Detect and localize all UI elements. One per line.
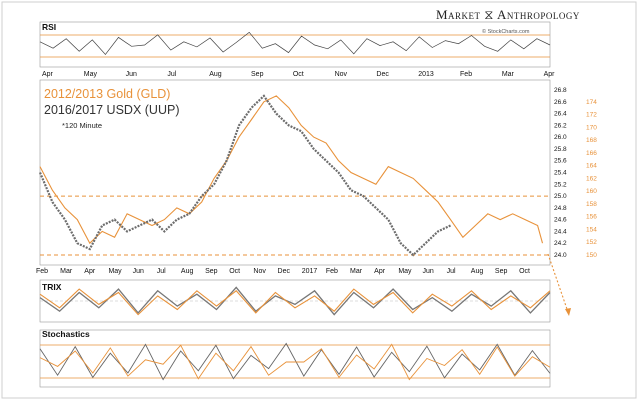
- gold-tick-label: 152: [586, 239, 597, 246]
- trix-series-gray: [39, 286, 551, 316]
- bottom-month-label: Aug: [181, 268, 194, 275]
- bottom-month-label: Nov: [253, 268, 266, 275]
- gold-tick-label: 160: [586, 188, 597, 195]
- usd-legend: 2016/2017 USDX (UUP): [44, 103, 179, 117]
- bottom-month-label: May: [108, 268, 122, 275]
- top-month-label: Apr: [544, 71, 556, 78]
- bottom-month-label: Apr: [374, 268, 386, 275]
- stoch-label: Stochastics: [42, 329, 90, 339]
- gold-tick-label: 162: [586, 175, 597, 182]
- rsi-series: [39, 31, 551, 56]
- usd-tick-label: 24.0: [554, 252, 567, 259]
- stockcharts-credit: © StockCharts.com: [482, 28, 530, 35]
- bottom-month-label: Oct: [229, 268, 240, 275]
- gold-tick-label: 172: [586, 112, 597, 119]
- bottom-month-label: May: [398, 268, 412, 275]
- top-month-label: Oct: [293, 71, 304, 78]
- top-month-label: Nov: [335, 71, 348, 78]
- bottom-month-label: Feb: [36, 268, 48, 275]
- bottom-month-label: Feb: [326, 268, 338, 275]
- bottom-month-label: Sep: [205, 268, 218, 275]
- gold-tick-label: 150: [586, 252, 597, 259]
- gold-series-line: [39, 95, 544, 245]
- rsi-label: RSI: [42, 22, 56, 32]
- usd-tick-label: 26.8: [554, 87, 567, 94]
- usd-tick-label: 24.8: [554, 205, 567, 212]
- usd-tick-label: 25.6: [554, 158, 567, 165]
- usd-tick-label: 26.4: [554, 111, 567, 118]
- top-month-label: Aug: [209, 71, 222, 78]
- gold-tick-label: 166: [586, 150, 597, 157]
- gold-legend: 2012/2013 Gold (GLD): [44, 87, 170, 101]
- interval-note: *120 Minute: [62, 121, 102, 130]
- usd-tick-label: 25.0: [554, 193, 567, 200]
- stoch-panel: [39, 329, 551, 388]
- projection-arrowhead: [565, 308, 571, 316]
- usd-tick-label: 24.6: [554, 217, 567, 224]
- usd-tick-label: 26.6: [554, 99, 567, 106]
- top-month-label: Apr: [42, 71, 54, 78]
- usd-tick-label: 25.2: [554, 181, 567, 188]
- stoch-series-orange: [39, 343, 551, 381]
- right-axis-gold: 150 152 154 156 158 160 162 164 166 168 170 172 174: [586, 99, 597, 259]
- bottom-month-label: Apr: [84, 268, 96, 275]
- top-month-label: Mar: [502, 71, 515, 78]
- usd-series-line: [38, 94, 451, 257]
- bottom-month-label: Jun: [422, 268, 433, 275]
- gold-tick-label: 156: [586, 214, 597, 221]
- bottom-month-label: Oct: [519, 268, 530, 275]
- right-axis-usd: 24.0 24.2 24.4 24.6 24.8 25.0 25.2 25.4 25.6 25.8…: [554, 87, 567, 259]
- usd-tick-label: 24.2: [554, 240, 567, 247]
- price-panel: [39, 79, 551, 266]
- gold-tick-label: 174: [586, 99, 597, 106]
- stoch-series-gray: [39, 342, 551, 381]
- gold-tick-label: 154: [586, 226, 597, 233]
- usd-tick-label: 25.4: [554, 170, 567, 177]
- bottom-month-label: Jul: [447, 268, 456, 275]
- bottom-month-axis: Feb Mar Apr May Jun Jul Aug Sep Oct Nov Dec 2017 Feb…: [36, 268, 530, 275]
- bottom-month-label: Jun: [133, 268, 144, 275]
- usd-tick-label: 25.8: [554, 146, 567, 153]
- trix-label: TRIX: [42, 282, 62, 292]
- gold-tick-label: 158: [586, 201, 597, 208]
- top-month-label: Feb: [460, 71, 472, 78]
- bottom-month-label: 2017: [302, 268, 318, 275]
- top-month-label: Dec: [376, 71, 389, 78]
- bottom-month-label: Jul: [157, 268, 166, 275]
- top-month-axis: Apr May Jun Jul Aug Sep Oct Nov Dec 2013 Feb Mar Apr: [42, 71, 555, 78]
- bottom-month-label: Aug: [471, 268, 484, 275]
- top-month-label: Sep: [251, 71, 264, 78]
- gold-tick-label: 168: [586, 137, 597, 144]
- top-month-label: Jun: [126, 71, 137, 78]
- usd-tick-label: 26.2: [554, 122, 567, 129]
- brand-title: Market ⧖ Anthropology: [436, 7, 580, 22]
- trix-series-orange: [39, 288, 551, 316]
- bottom-month-label: Mar: [60, 268, 73, 275]
- top-month-label: May: [84, 71, 98, 78]
- usd-tick-label: 26.0: [554, 134, 567, 141]
- top-month-label: Jul: [167, 71, 176, 78]
- usd-tick-label: 24.4: [554, 228, 567, 235]
- bottom-month-label: Dec: [278, 268, 291, 275]
- gold-tick-label: 170: [586, 124, 597, 131]
- bottom-month-label: Mar: [350, 268, 363, 275]
- bottom-month-label: Sep: [495, 268, 508, 275]
- top-month-label: 2013: [418, 71, 434, 78]
- gold-tick-label: 164: [586, 163, 597, 170]
